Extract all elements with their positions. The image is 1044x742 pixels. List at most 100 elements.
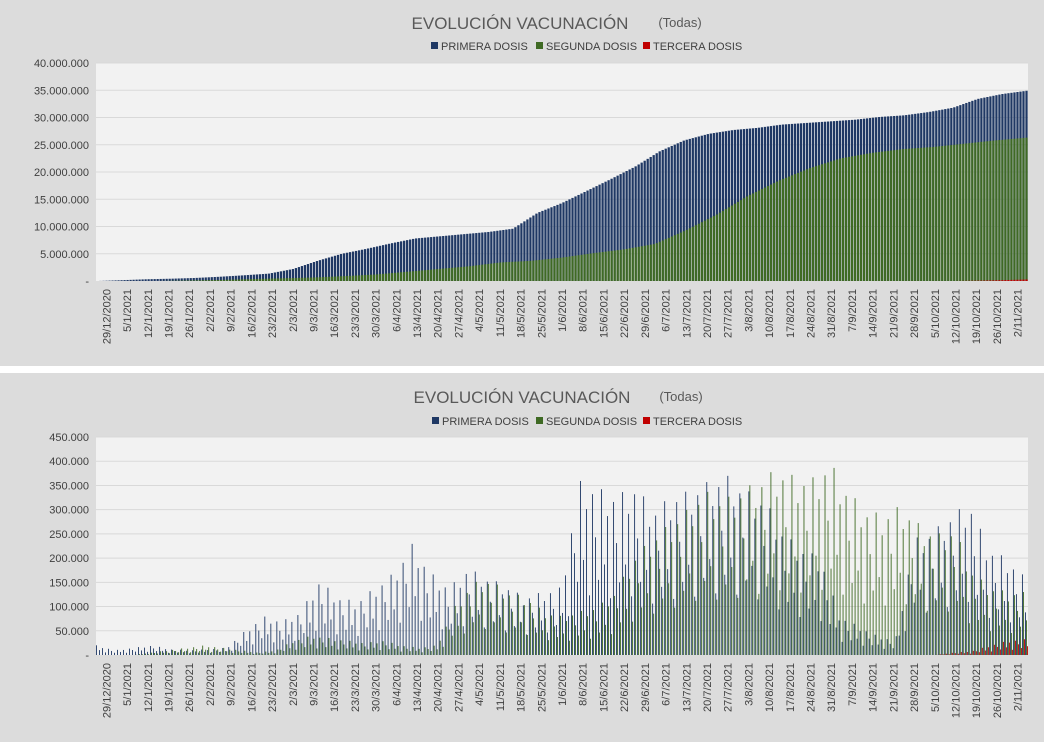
bar-primera-dosis [264, 616, 266, 655]
bar-segunda-dosis [439, 640, 441, 655]
bar-segunda-dosis [866, 153, 869, 281]
bar-segunda-dosis [875, 512, 877, 655]
bar-primera-dosis [544, 209, 547, 281]
bar-primera-dosis [294, 268, 298, 281]
bar-tercera-dosis [1019, 279, 1022, 281]
bar-primera-dosis [303, 265, 307, 281]
legend-swatch-segunda [536, 42, 543, 49]
bar-segunda-dosis [754, 191, 758, 281]
bar-segunda-dosis [436, 649, 438, 655]
bar-segunda-dosis [469, 266, 472, 281]
bar-segunda-dosis [354, 275, 358, 281]
bar-primera-dosis [637, 538, 639, 655]
bar-primera-dosis [339, 254, 343, 281]
bar-primera-dosis [204, 651, 206, 655]
bar-primera-dosis [682, 140, 685, 281]
bar-segunda-dosis [917, 148, 920, 281]
bar-segunda-dosis [815, 555, 817, 655]
bar-segunda-dosis [535, 260, 538, 281]
bar-segunda-dosis [661, 240, 664, 281]
bar-primera-dosis [745, 580, 747, 655]
filter-label[interactable]: (Todas) [659, 389, 702, 404]
bar-segunda-dosis [695, 600, 697, 655]
bar-primera-dosis [351, 251, 355, 281]
bar-segunda-dosis [715, 214, 718, 281]
bar-segunda-dosis [884, 151, 887, 281]
bar-segunda-dosis [863, 603, 865, 655]
bar-primera-dosis [616, 175, 619, 281]
bar-tercera-dosis [966, 651, 968, 655]
bar-primera-dosis [898, 635, 900, 655]
bar-primera-dosis [625, 171, 628, 281]
bar-segunda-dosis [463, 633, 465, 655]
bar-segunda-dosis [379, 650, 381, 655]
bar-primera-dosis [306, 264, 310, 281]
bar-primera-dosis [508, 229, 511, 281]
x-tick-label: 26/10/2021 [992, 663, 1004, 718]
bar-primera-dosis [781, 536, 783, 655]
filter-label[interactable]: (Todas) [658, 15, 701, 30]
bar-primera-dosis [844, 620, 846, 655]
bar-segunda-dosis [439, 268, 442, 281]
bar-primera-dosis [240, 645, 242, 655]
bar-primera-dosis [279, 271, 283, 281]
bar-segunda-dosis [241, 652, 243, 655]
bar-primera-dosis [210, 652, 212, 655]
bar-segunda-dosis [285, 278, 289, 281]
bar-primera-dosis [649, 526, 651, 655]
bar-primera-dosis [754, 518, 756, 655]
bar-segunda-dosis [839, 504, 841, 655]
bar-segunda-dosis [845, 495, 847, 655]
bar-primera-dosis [847, 630, 849, 655]
bar-segunda-dosis [397, 646, 399, 655]
bar-segunda-dosis [851, 582, 853, 655]
bar-primera-dosis [790, 539, 792, 655]
bar-segunda-dosis [706, 219, 709, 281]
bar-primera-dosis [1015, 594, 1017, 655]
bar-segunda-dosis [306, 277, 310, 281]
bar-primera-dosis [442, 235, 445, 281]
bar-tercera-dosis [948, 654, 950, 655]
x-tick-label: 21/9/2021 [888, 663, 900, 712]
x-tick-label: 2/2/2021 [205, 289, 217, 332]
bar-segunda-dosis [253, 653, 255, 655]
bar-segunda-dosis [316, 648, 318, 655]
x-tick-label: 9/2/2021 [226, 289, 238, 332]
bar-segunda-dosis [372, 274, 376, 281]
bar-segunda-dosis [169, 653, 171, 655]
bar-segunda-dosis [607, 251, 610, 281]
bar-segunda-dosis [914, 148, 917, 281]
bar-segunda-dosis [896, 507, 898, 655]
x-tick-label: 29/12/2020 [101, 289, 113, 344]
bar-segunda-dosis [833, 467, 835, 655]
bar-primera-dosis [892, 648, 894, 655]
bar-primera-dosis [490, 231, 493, 281]
bar-segunda-dosis [869, 554, 871, 655]
bar-primera-dosis [673, 598, 675, 655]
y-tick-label: 20.000.000 [34, 167, 89, 179]
bar-primera-dosis [397, 241, 400, 281]
bar-primera-dosis [153, 648, 155, 655]
y-tick-label: 15.000.000 [34, 194, 89, 206]
bar-segunda-dosis [611, 634, 613, 655]
bar-primera-dosis [1000, 555, 1002, 655]
bar-segunda-dosis [746, 579, 748, 655]
bar-segunda-dosis [1001, 139, 1004, 281]
bar-segunda-dosis [646, 245, 649, 281]
bar-segunda-dosis [784, 177, 788, 281]
x-tick-label: 3/8/2021 [743, 289, 755, 332]
bar-primera-dosis [1021, 574, 1023, 655]
bar-segunda-dosis [469, 606, 471, 655]
bar-primera-dosis [117, 649, 118, 655]
bar-primera-dosis [282, 639, 284, 655]
bar-primera-dosis [967, 601, 969, 655]
bar-segunda-dosis [565, 256, 568, 281]
bar-segunda-dosis [820, 164, 824, 281]
x-tick-label: 16/2/2021 [246, 663, 258, 712]
bar-primera-dosis [135, 279, 138, 281]
bar-primera-dosis [970, 513, 972, 655]
bar-primera-dosis [309, 263, 313, 281]
bar-segunda-dosis [764, 529, 766, 655]
bar-segunda-dosis [670, 236, 673, 281]
bar-primera-dosis [799, 617, 801, 655]
